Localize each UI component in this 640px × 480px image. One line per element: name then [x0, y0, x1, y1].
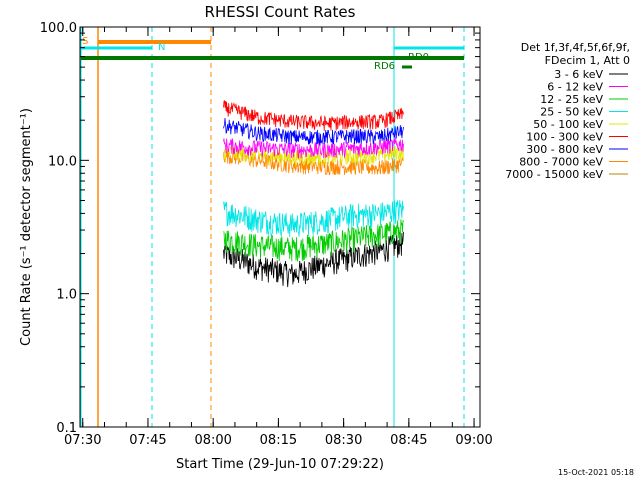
legend-label: 800 - 7000 keV — [519, 156, 603, 169]
legend-header-decimation: FDecim 1, Att 0 — [545, 54, 630, 67]
y-tick-label: 1.0 — [56, 288, 77, 303]
flag-label-rd6: RD6 — [374, 61, 395, 72]
x-tick-label: 08:00 — [194, 433, 231, 448]
legend-header-detectors: Det 1f,3f,4f,5f,6f,9f, — [521, 41, 630, 54]
x-tick-label: 07:45 — [129, 433, 166, 448]
legend-label: 300 - 800 keV — [526, 143, 603, 156]
y-axis-label: Count Rate (s⁻¹ detector segment⁻¹) — [19, 108, 34, 346]
legend-label: 25 - 50 keV — [540, 106, 603, 119]
x-tick-label: 08:45 — [390, 433, 427, 448]
series-line — [223, 100, 404, 131]
legend-label: 6 - 12 keV — [547, 81, 603, 94]
x-tick-label: 07:30 — [64, 433, 101, 448]
legend-label: 7000 - 15000 keV — [505, 168, 603, 181]
legend: Det 1f,3f,4f,5f,6f,9f, FDecim 1, Att 0 3… — [505, 41, 630, 181]
x-tick-label: 08:30 — [325, 433, 362, 448]
flag-label-n: N — [158, 42, 165, 53]
y-tick-label: 10.0 — [48, 154, 77, 169]
legend-label: 50 - 100 keV — [533, 118, 603, 131]
x-tick-label: 08:15 — [260, 433, 297, 448]
y-tick-label: 0.1 — [56, 421, 77, 436]
flag-label-s: S — [82, 36, 88, 47]
legend-label: 100 - 300 keV — [526, 131, 603, 144]
plot-layer: S N RD0 RD6 — [80, 27, 465, 427]
x-tick-label: 09:00 — [455, 433, 492, 448]
series-line — [223, 137, 404, 159]
y-tick-label: 100.0 — [40, 21, 77, 36]
series-line — [223, 200, 404, 237]
legend-label: 3 - 6 keV — [554, 68, 603, 81]
chart-title: RHESSI Count Rates — [205, 3, 356, 21]
series-line — [223, 231, 404, 288]
footer-timestamp: 15-Oct-2021 05:18 — [558, 468, 634, 477]
flag-label-rd0: RD0 — [408, 52, 429, 63]
plot-frame — [79, 26, 481, 428]
x-axis-label: Start Time (29-Jun-10 07:29:22) — [176, 457, 384, 472]
series-line — [223, 145, 404, 167]
axes: 0.1 1.0 10.0 100.0 07:30 07:45 08:00 08:15 08:30… — [40, 21, 493, 448]
series-line — [223, 219, 404, 262]
legend-label: 12 - 25 keV — [540, 93, 603, 106]
series-line — [223, 117, 404, 147]
